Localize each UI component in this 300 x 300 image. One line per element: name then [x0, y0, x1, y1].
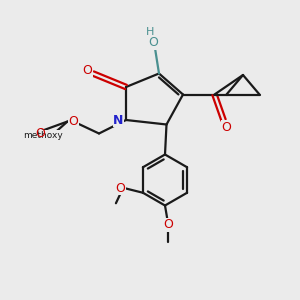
- Text: methoxy: methoxy: [24, 130, 63, 140]
- Text: H: H: [146, 27, 154, 38]
- Text: O: O: [69, 115, 78, 128]
- Text: O: O: [82, 64, 92, 77]
- Text: N: N: [113, 113, 124, 127]
- Text: O: O: [116, 182, 125, 195]
- Text: O: O: [148, 36, 158, 49]
- Text: O: O: [36, 127, 45, 140]
- Text: O: O: [163, 218, 173, 232]
- Text: O: O: [222, 121, 231, 134]
